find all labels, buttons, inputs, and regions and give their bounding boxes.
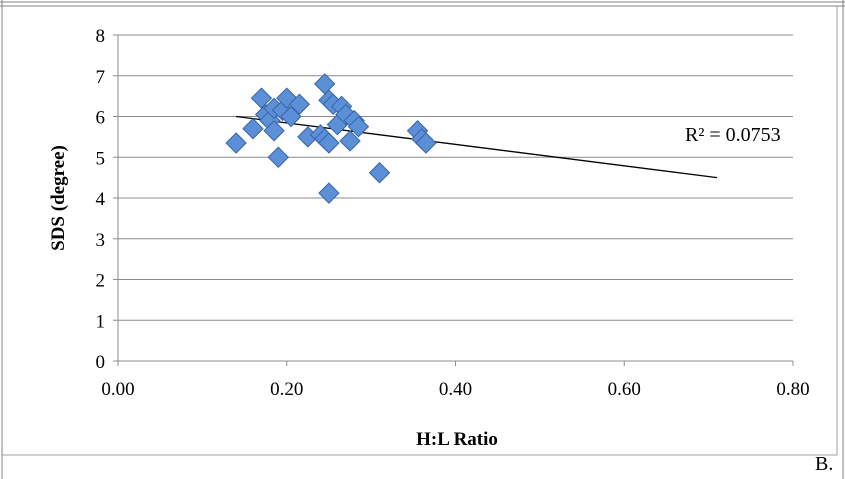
data-point [267, 146, 290, 168]
data-point [288, 93, 311, 115]
data-point [339, 130, 361, 152]
y-tick-label: 8 [96, 26, 106, 47]
y-tick-label: 0 [96, 352, 106, 373]
y-tick-label: 1 [96, 311, 106, 332]
y-tick-label: 7 [96, 67, 106, 88]
trendline [236, 115, 718, 179]
x-tick-label: 0.20 [270, 379, 303, 400]
axes [113, 34, 794, 366]
data-point [318, 182, 340, 204]
x-tick-label: 0.60 [608, 379, 641, 400]
gridlines [118, 34, 793, 321]
y-tick-label: 3 [96, 230, 106, 251]
data-point [314, 73, 336, 95]
panel-label: B. [815, 453, 833, 475]
x-tick-label: 0.80 [776, 379, 809, 400]
data-point [335, 103, 357, 126]
points-layer [225, 73, 437, 204]
data-point [225, 132, 247, 154]
data-point [263, 120, 285, 142]
y-axis-title: SDS (degree) [48, 145, 69, 251]
data-point [368, 162, 391, 184]
x-tick-label: 0.00 [101, 379, 134, 400]
data-point [242, 118, 264, 140]
data-point [347, 115, 370, 138]
data-point [415, 132, 437, 154]
trendline-layer [236, 115, 718, 179]
y-tick-label: 2 [96, 271, 106, 292]
x-tick-label: 0.40 [439, 379, 472, 400]
r-squared-annotation: R² = 0.0753 [685, 124, 781, 146]
y-tick-label: 6 [96, 108, 106, 129]
data-point [318, 132, 340, 154]
x-axis-title: H:L Ratio [416, 429, 498, 450]
y-tick-label: 5 [96, 148, 106, 169]
y-tick-label: 4 [96, 189, 106, 210]
x-tick-labels: 0.00 0.20 0.40 0.60 0.80 [101, 379, 809, 400]
y-tick-labels: 0 1 2 3 4 5 6 7 8 [96, 26, 106, 373]
